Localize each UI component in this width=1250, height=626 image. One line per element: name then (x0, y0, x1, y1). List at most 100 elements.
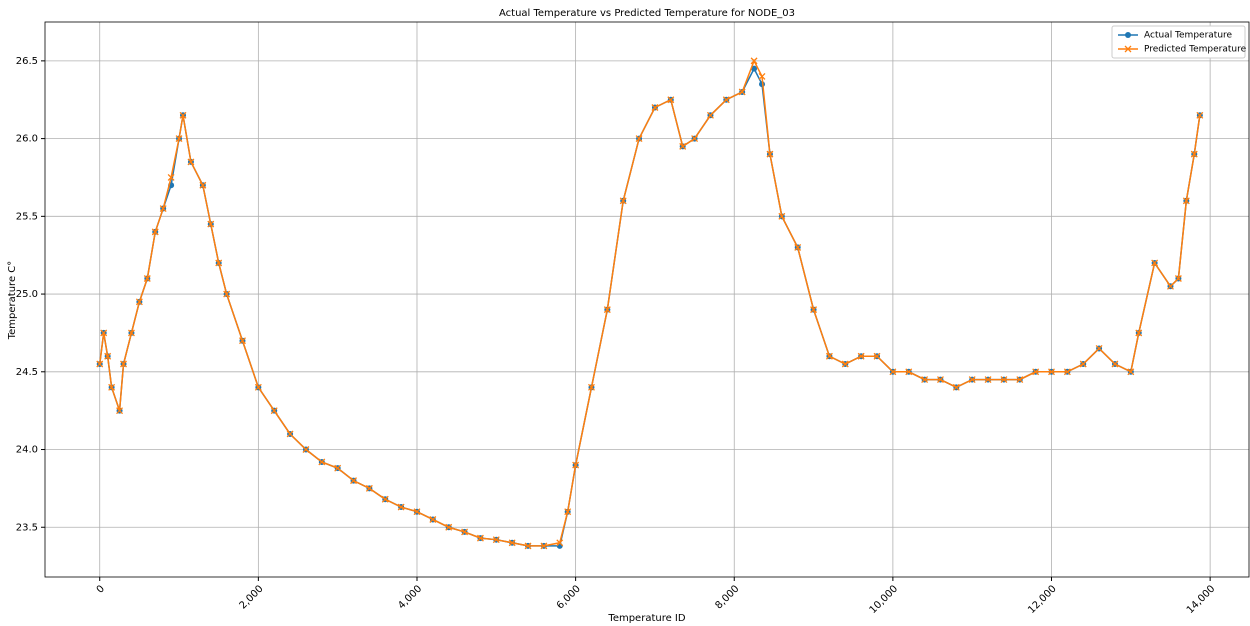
point (381, 495, 389, 503)
point (937, 376, 944, 384)
series-line (98, 59, 1201, 547)
point (476, 534, 484, 542)
point (619, 197, 627, 205)
point (127, 329, 135, 337)
point (302, 446, 310, 453)
legend-label: Predicted Temperature (1144, 45, 1247, 55)
point (889, 368, 897, 376)
point (223, 290, 231, 298)
point (397, 503, 405, 511)
y-tick-label: 23.5 (16, 522, 38, 533)
point (96, 360, 104, 368)
point (151, 228, 159, 236)
point (175, 135, 183, 143)
point (1000, 376, 1008, 384)
point (810, 306, 818, 314)
point (722, 96, 730, 104)
x-axis-label: Temperature ID (607, 613, 685, 624)
plot-frame (44, 21, 1250, 578)
point (365, 484, 373, 492)
point (691, 135, 699, 143)
x-tick-label: 0 (95, 583, 107, 595)
point (1079, 360, 1087, 368)
point (1190, 150, 1198, 158)
point (1032, 368, 1040, 376)
point (1095, 345, 1103, 352)
point (921, 376, 929, 384)
point (751, 65, 758, 72)
legend-box (1111, 25, 1246, 59)
point (766, 150, 774, 158)
point (239, 337, 246, 345)
point (679, 142, 687, 150)
point (159, 205, 167, 213)
point (564, 508, 572, 516)
point (825, 352, 833, 360)
point (429, 516, 437, 523)
point (116, 407, 124, 415)
point (750, 57, 758, 65)
point (318, 458, 326, 466)
point (706, 111, 714, 119)
point (635, 135, 643, 143)
x-tick-label: 2,000 (238, 583, 266, 611)
point (270, 407, 278, 415)
x-tick-label: 10,000 (868, 583, 901, 616)
point (1127, 368, 1135, 376)
point (1196, 111, 1204, 119)
point (120, 360, 127, 368)
point (873, 352, 881, 360)
point (445, 523, 453, 531)
point (1135, 329, 1143, 337)
point (603, 306, 611, 314)
point (952, 383, 960, 391)
point (108, 383, 116, 391)
y-tick-label: 24.5 (16, 367, 38, 378)
point (135, 298, 143, 306)
point (1167, 282, 1174, 290)
point (1182, 197, 1190, 205)
point (492, 536, 500, 544)
point (778, 212, 786, 220)
point (968, 376, 976, 384)
point (100, 329, 108, 337)
point (1174, 275, 1182, 282)
x-tick-label: 12,000 (1026, 583, 1059, 616)
y-tick-label: 26.0 (16, 134, 38, 145)
point (588, 383, 595, 391)
y-axis-label: Temperature C° (7, 261, 18, 341)
point (215, 259, 223, 267)
legend-label: Actual Temperature (1144, 31, 1233, 41)
point (524, 542, 532, 550)
point (667, 96, 675, 104)
point (143, 275, 151, 282)
x-tick-label: 8,000 (713, 583, 741, 611)
point (758, 72, 766, 80)
point (540, 542, 548, 550)
chart-title: Actual Temperature vs Predicted Temperat… (499, 8, 795, 19)
y-tick-label: 24.0 (16, 445, 38, 456)
point (350, 477, 357, 485)
point (556, 539, 564, 547)
legend-marker (1124, 45, 1132, 53)
point (738, 88, 746, 96)
point (254, 383, 262, 391)
x-tick-label: 4,000 (396, 583, 424, 611)
point (461, 528, 469, 536)
point (905, 368, 913, 376)
point (508, 539, 516, 547)
y-tick-label: 25.5 (16, 211, 38, 222)
point (857, 352, 865, 360)
legend-marker (1125, 32, 1131, 38)
point (794, 243, 802, 251)
point (179, 111, 187, 119)
x-tick-label: 6,000 (555, 583, 583, 611)
point (413, 508, 421, 516)
point (199, 181, 207, 189)
point (286, 430, 294, 438)
point (187, 158, 195, 166)
point (1111, 360, 1119, 368)
y-tick-label: 25.0 (16, 289, 38, 300)
x-tick-label: 14,000 (1185, 583, 1218, 616)
